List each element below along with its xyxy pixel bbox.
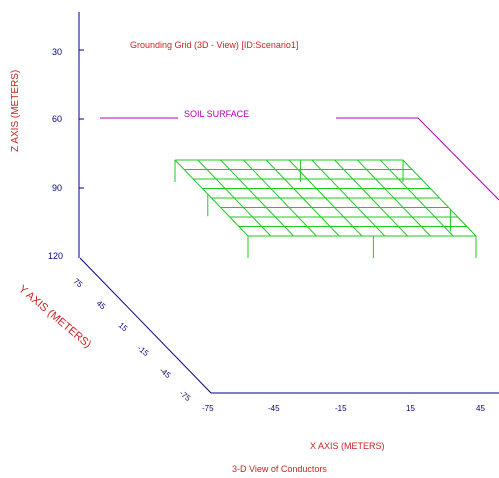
y-tick-label: 15 <box>117 321 130 334</box>
grid-conductor-diagonal <box>357 159 431 237</box>
y-tick-label: -15 <box>136 344 151 359</box>
grid-conductor-diagonal <box>265 159 340 237</box>
grid-conductor-diagonal <box>311 159 386 237</box>
x-tick-label: -15 <box>335 404 347 413</box>
x-tick-label: 45 <box>476 404 485 413</box>
z-tick-label: 60 <box>52 114 62 124</box>
y-tick-label: 75 <box>72 277 85 290</box>
y-tick-label: 45 <box>95 299 108 312</box>
x-tick-label: -75 <box>202 404 214 413</box>
y-axis-line <box>79 257 212 394</box>
soil-surface-line <box>336 117 499 201</box>
z-axis-ticks <box>79 49 84 189</box>
y-tick-label: -75 <box>178 389 193 404</box>
grid-conductor-diagonal <box>197 159 272 237</box>
z-axis-label: Z AXIS (METERS) <box>10 70 21 152</box>
z-tick-label: 120 <box>48 251 63 261</box>
grid-conductor-diagonal <box>402 159 477 237</box>
grid-conductor-diagonal <box>288 159 363 237</box>
grid-conductor-diagonal <box>174 159 249 237</box>
z-tick-label: 90 <box>52 183 62 193</box>
z-tick-label: 30 <box>52 47 62 57</box>
grid-conductor-diagonal <box>220 159 294 237</box>
soil-surface-label: SOIL SURFACE <box>184 109 249 119</box>
conductor-grid <box>174 159 477 258</box>
y-tick-label: -45 <box>158 366 173 381</box>
y-axis-label: Y AXIS (METERS) <box>16 283 93 351</box>
footer-caption: 3-D View of Conductors <box>232 464 327 474</box>
x-tick-label: -45 <box>268 404 280 413</box>
grid-conductor-diagonal <box>243 159 317 237</box>
x-tick-label: 15 <box>406 404 415 413</box>
x-axis-label: X AXIS (METERS) <box>310 441 385 451</box>
grid-conductor-diagonal <box>334 159 408 237</box>
grid-conductor-diagonal <box>379 159 454 237</box>
plot-title: Grounding Grid (3D - View) [ID:Scenario1… <box>130 40 298 50</box>
